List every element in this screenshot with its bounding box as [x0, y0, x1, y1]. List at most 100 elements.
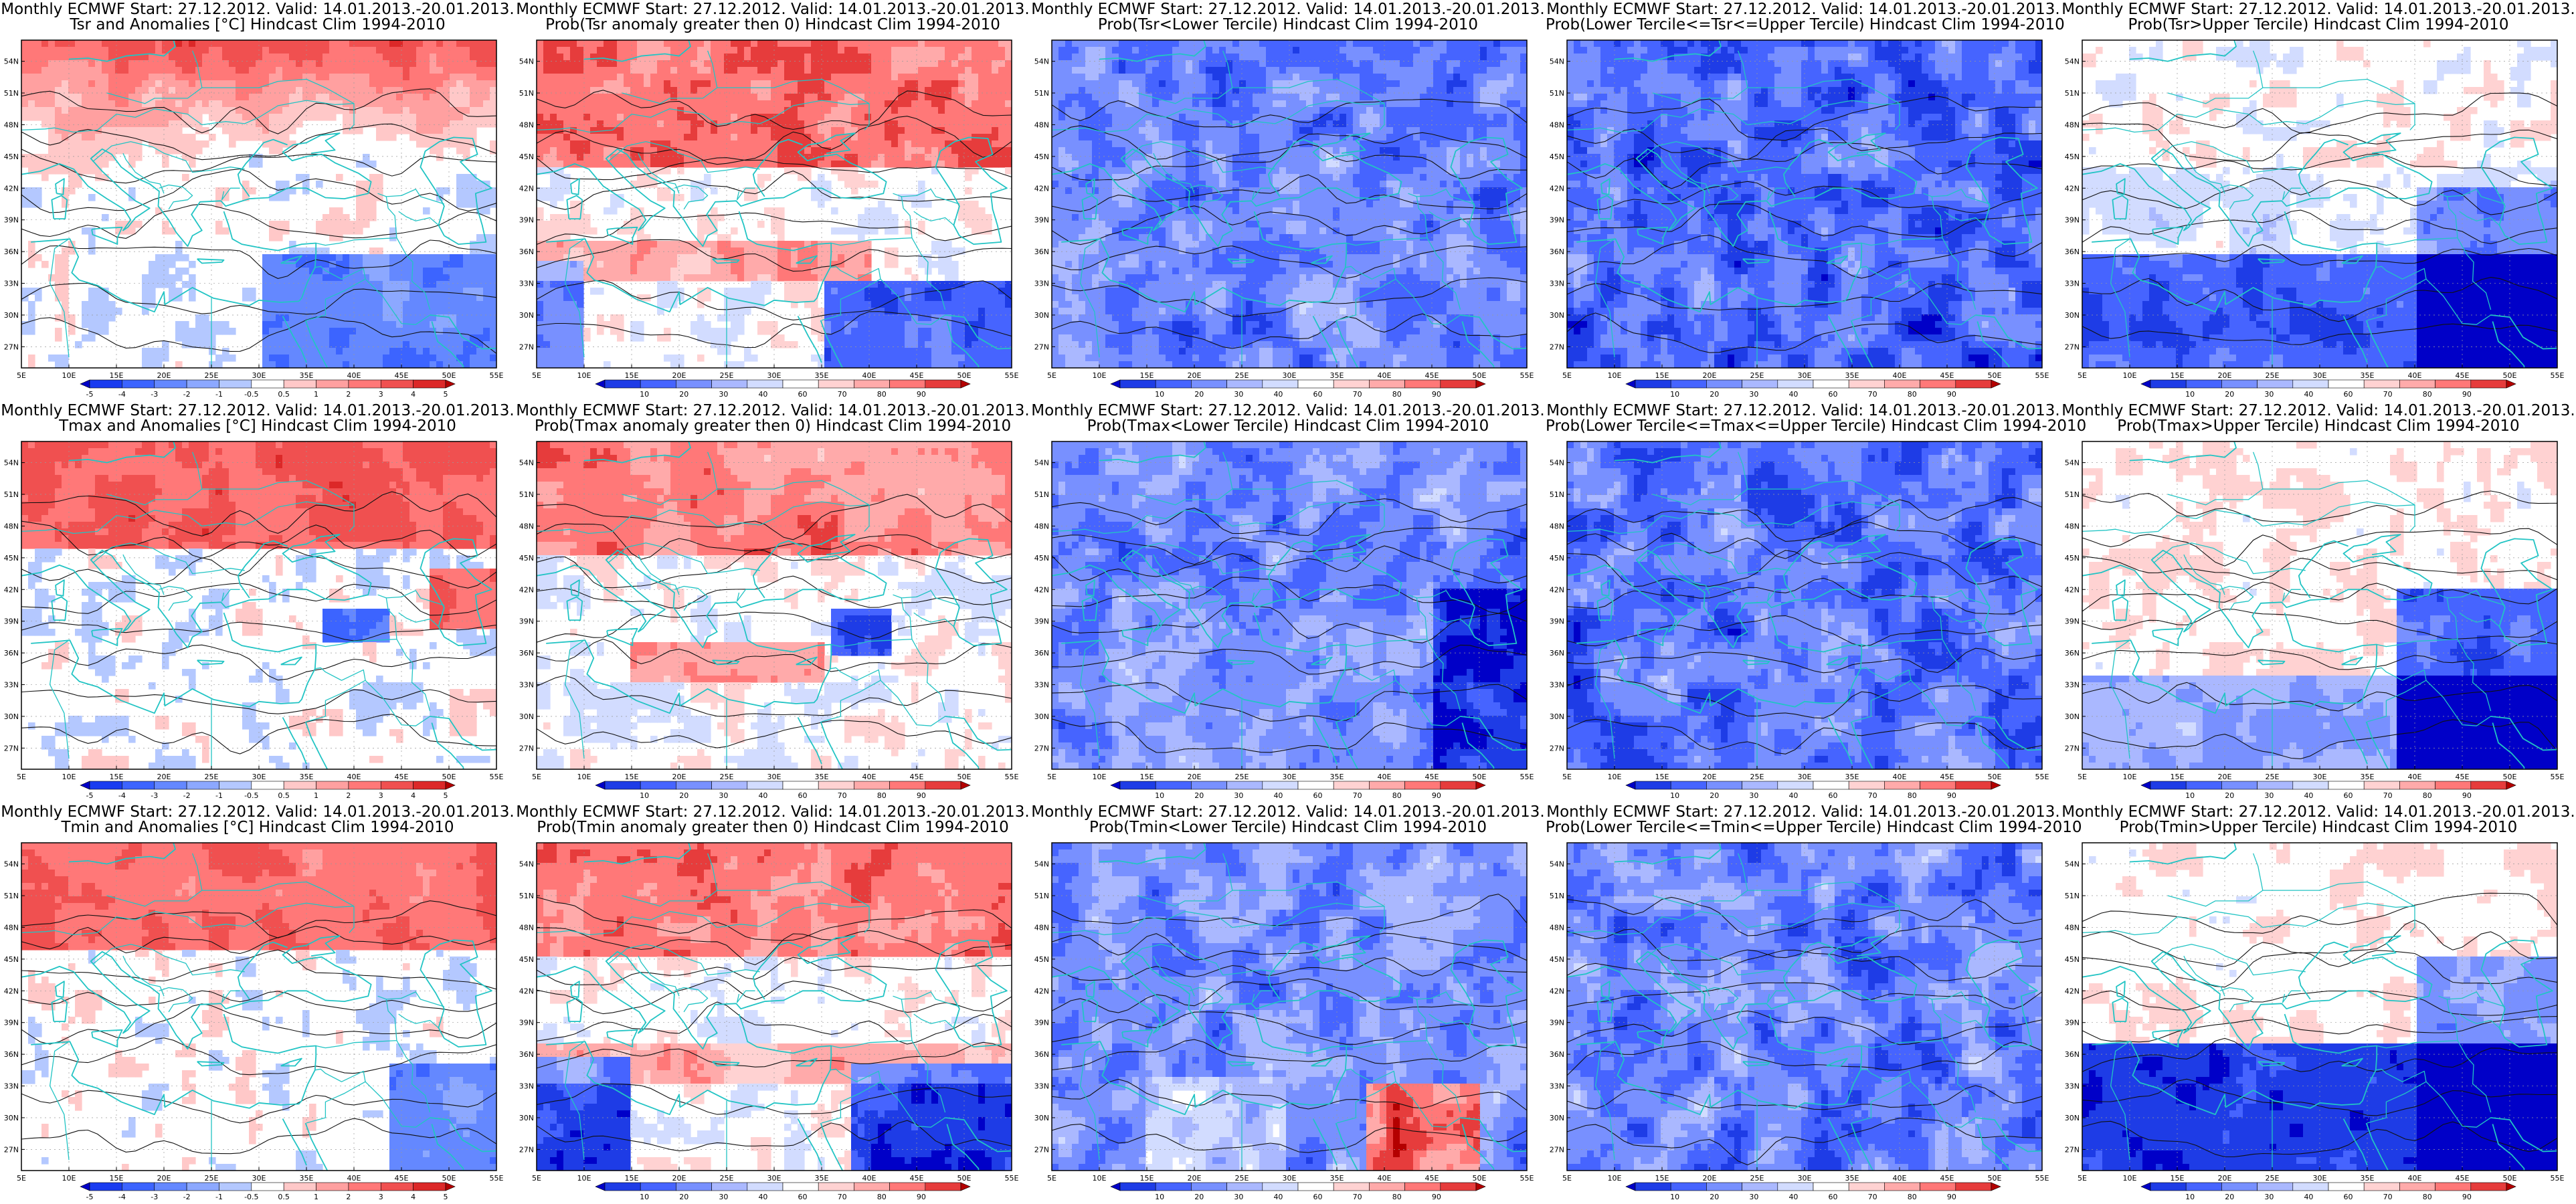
longitude-tick-label: 50E [1988, 1174, 2002, 1183]
longitude-tick-label: 20E [672, 371, 686, 380]
forecast-map-panel: Monthly ECMWF Start: 27.12.2012. Valid: … [515, 0, 1030, 401]
latitude-tick-label: 27N [1550, 1145, 1564, 1154]
latitude-tick-label: 42N [1034, 184, 1049, 193]
panel-title: Monthly ECMWF Start: 27.12.2012. Valid: … [1546, 1, 2061, 18]
longitude-tick-label: 45E [2456, 1174, 2470, 1183]
latitude-tick-label: 54N [1550, 58, 1564, 66]
latitude-tick-label: 30N [1034, 1114, 1049, 1122]
longitude-tick-label: 15E [1140, 1174, 1154, 1183]
colorbar-tick-label: 10 [1670, 1193, 1679, 1201]
longitude-tick-label: 55E [1520, 773, 1534, 781]
colorbar-tick-label: 5 [444, 1193, 448, 1201]
panel-subtitle: Prob(Tmin anomaly greater then 0) Hindca… [515, 819, 1030, 836]
longitude-tick-label: 40E [2408, 1174, 2422, 1183]
longitude-tick-label: 20E [672, 1174, 686, 1183]
latitude-tick-label: 54N [2065, 860, 2080, 869]
longitude-tick-label: 25E [1750, 371, 1764, 380]
longitude-tick-label: 50E [442, 773, 456, 781]
longitude-tick-label: 20E [1188, 1174, 1202, 1183]
longitude-tick-label: 30E [1798, 773, 1812, 781]
latitude-tick-label: 36N [519, 649, 534, 658]
longitude-tick-label: 15E [1140, 773, 1154, 781]
longitude-tick-label: 25E [1750, 1174, 1764, 1183]
colorbar-tick-label: 20 [2225, 1193, 2234, 1201]
colorbar-tick-label: 20 [1710, 390, 1719, 399]
panel-subtitle: Prob(Tmax anomaly greater then 0) Hindca… [515, 418, 1030, 435]
latitude-tick-label: 51N [1550, 892, 1564, 900]
colorbar-tick-label: 90 [1947, 791, 1956, 800]
latitude-tick-label: 45N [519, 955, 534, 964]
longitude-tick-label: 30E [2313, 773, 2327, 781]
longitude-tick-label: 10E [2123, 371, 2137, 380]
latitude-tick-label: 54N [4, 459, 19, 468]
longitude-tick-label: 50E [957, 371, 972, 380]
colorbar-tick-label: 80 [2423, 791, 2432, 800]
longitude-tick-label: 20E [2218, 773, 2232, 781]
latitude-tick-label: 45N [1550, 554, 1564, 563]
colorbar-tick-label: 20 [679, 1193, 688, 1201]
latitude-tick-label: 45N [1034, 955, 1049, 964]
longitude-tick-label: 5E [532, 1174, 541, 1183]
longitude-tick-label: 50E [2503, 1174, 2517, 1183]
colorbar-tick-label: 4 [411, 1193, 416, 1201]
longitude-tick-label: 50E [1988, 371, 2002, 380]
panel-subtitle: Prob(Tmin>Upper Tercile) Hindcast Clim 1… [2061, 819, 2576, 836]
longitude-tick-label: 30E [767, 773, 781, 781]
longitude-tick-label: 55E [2551, 1174, 2565, 1183]
longitude-tick-label: 20E [2218, 371, 2232, 380]
longitude-tick-label: 5E [1562, 371, 1572, 380]
colorbar-tick-label: 30 [1749, 390, 1758, 399]
colorbar-tick-label: 70 [1353, 791, 1362, 800]
latitude-tick-label: 42N [1550, 184, 1564, 193]
longitude-tick-label: 20E [157, 773, 171, 781]
latitude-tick-label: 30N [4, 1114, 19, 1122]
colorbar-tick-label: 70 [838, 390, 847, 399]
latitude-tick-label: 33N [2065, 280, 2080, 288]
latitude-tick-label: 36N [1034, 1050, 1049, 1059]
colorbar-tick-label: 90 [2462, 390, 2472, 399]
latitude-tick-label: 27N [519, 1145, 534, 1154]
forecast-map-panel: Monthly ECMWF Start: 27.12.2012. Valid: … [1030, 401, 1546, 803]
longitude-tick-label: 5E [1562, 1174, 1572, 1183]
longitude-tick-label: 55E [1005, 371, 1019, 380]
longitude-tick-label: 5E [1562, 773, 1572, 781]
latitude-tick-label: 42N [519, 585, 534, 594]
forecast-map-panel: Monthly ECMWF Start: 27.12.2012. Valid: … [1030, 803, 1546, 1204]
longitude-tick-label: 45E [395, 773, 409, 781]
colorbar-tick-label: 30 [1749, 1193, 1758, 1201]
latitude-tick-label: 39N [1550, 617, 1564, 626]
colorbar-tick-label: 90 [1432, 1193, 1441, 1201]
longitude-tick-label: 45E [395, 371, 409, 380]
longitude-tick-label: 55E [2551, 773, 2565, 781]
longitude-tick-label: 10E [62, 1174, 76, 1183]
latitude-tick-label: 27N [519, 744, 534, 752]
latitude-tick-label: 51N [1550, 490, 1564, 499]
longitude-tick-label: 10E [2123, 1174, 2137, 1183]
latitude-tick-label: 54N [1034, 459, 1049, 468]
colorbar-tick-label: 10 [1155, 390, 1164, 399]
colorbar-tick-label: -0.5 [244, 791, 258, 800]
longitude-tick-label: 40E [2408, 371, 2422, 380]
colorbar-tick-label: 60 [798, 791, 808, 800]
latitude-tick-label: 42N [519, 987, 534, 995]
longitude-tick-label: 35E [300, 1174, 314, 1183]
latitude-tick-label: 48N [2065, 120, 2080, 129]
latitude-tick-label: 48N [519, 120, 534, 129]
colorbar-tick-label: 80 [1392, 791, 1402, 800]
latitude-tick-label: 27N [1550, 342, 1564, 351]
colorbar-tick-label: 30 [1234, 1193, 1243, 1201]
longitude-tick-label: 15E [2171, 773, 2185, 781]
colorbar-tick-label: 60 [2344, 390, 2353, 399]
longitude-tick-label: 45E [395, 1174, 409, 1183]
colorbar-tick-label: 5 [444, 390, 448, 399]
colorbar-tick-label: 10 [1670, 390, 1679, 399]
latitude-tick-label: 33N [519, 1082, 534, 1091]
latitude-tick-label: 36N [1034, 247, 1049, 256]
colorbar-tick-label: 70 [2383, 1193, 2393, 1201]
colorbar-tick-label: -0.5 [244, 1193, 258, 1201]
latitude-tick-label: 33N [519, 280, 534, 288]
